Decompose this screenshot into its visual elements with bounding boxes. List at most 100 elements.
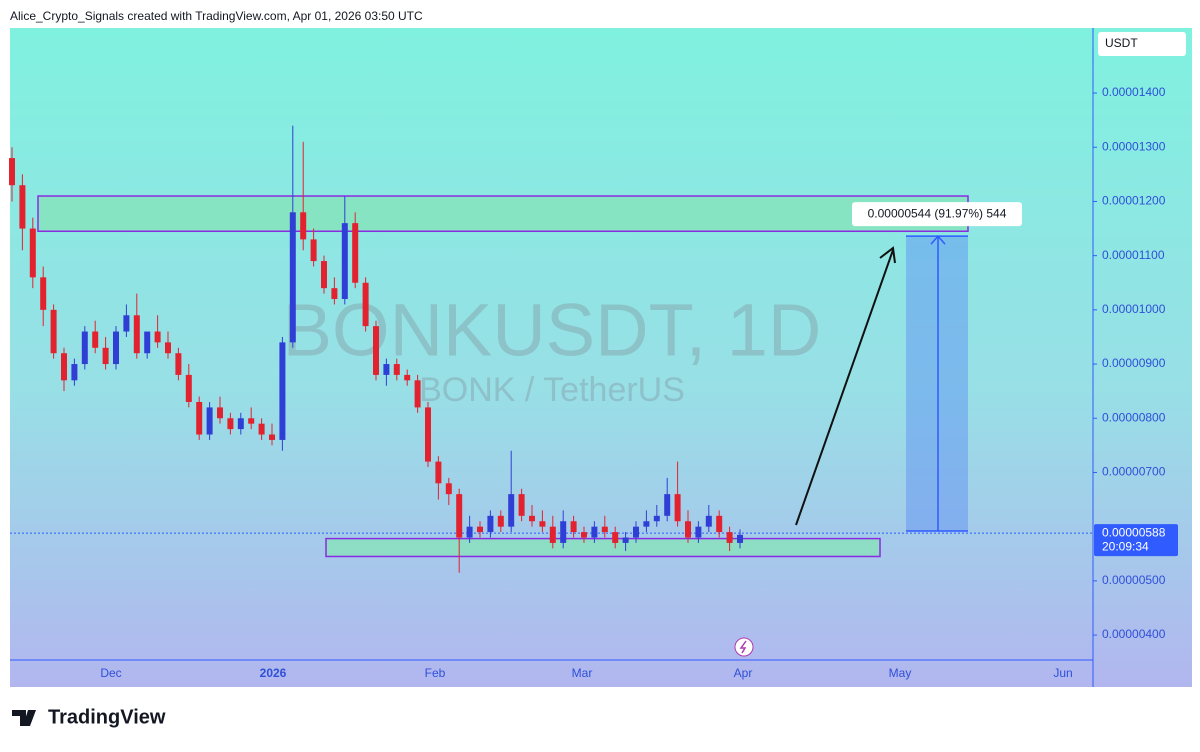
watermark-sub: BONK / TetherUS xyxy=(419,371,685,409)
footer: TradingView xyxy=(48,706,166,728)
x-tick-label: Mar xyxy=(572,666,593,680)
candle-body xyxy=(40,277,47,310)
candle-body xyxy=(497,515,504,527)
candle-body xyxy=(591,526,598,538)
candle-body xyxy=(674,494,681,522)
candle-body xyxy=(373,326,379,375)
candle-body xyxy=(508,494,515,527)
candle-body xyxy=(113,331,119,365)
candle-body xyxy=(185,374,192,402)
logo: TradingView xyxy=(12,706,166,728)
y-tick-label: 0.00001400 xyxy=(1102,85,1166,99)
candle-body xyxy=(456,494,463,538)
candle-body xyxy=(81,331,88,365)
candle-body xyxy=(362,282,369,327)
x-tick-label: Apr xyxy=(734,666,753,680)
candle-body xyxy=(144,331,151,354)
candle-body xyxy=(123,315,130,332)
candle-body xyxy=(217,407,223,419)
currency: USDT xyxy=(1105,36,1138,50)
candle-body xyxy=(414,380,421,408)
chart-background xyxy=(10,28,1192,687)
candle-body xyxy=(237,418,244,430)
candle-body xyxy=(695,526,702,538)
candle-body xyxy=(581,532,587,538)
x-tick-label: Jun xyxy=(1053,666,1072,680)
x-tick-label: Dec xyxy=(100,666,121,680)
candle-body xyxy=(154,331,161,343)
candle-body xyxy=(653,515,660,522)
candle-body xyxy=(321,261,327,289)
candle-body xyxy=(196,401,203,435)
candle-body xyxy=(664,494,671,516)
candle-body xyxy=(29,228,36,278)
y-tick-label: 0.00001000 xyxy=(1102,302,1166,316)
arrow xyxy=(795,246,896,526)
event-icon[interactable] xyxy=(734,637,754,657)
candle-body xyxy=(518,494,525,516)
candle-body xyxy=(102,347,109,365)
y-tick-label: 0.00000800 xyxy=(1102,410,1166,424)
candle-body xyxy=(643,521,650,527)
candle-body xyxy=(487,515,494,533)
candle-body xyxy=(19,185,26,229)
candle-body xyxy=(726,532,733,543)
x-tick-label: Feb xyxy=(425,666,446,680)
projection-label-box xyxy=(852,202,1022,227)
candle-body xyxy=(633,526,639,538)
candle-body xyxy=(539,521,546,527)
candle-body xyxy=(9,158,15,186)
candle-body xyxy=(560,521,567,543)
candle-body xyxy=(445,483,452,495)
last-price-label: 0.00000588 xyxy=(1102,525,1166,539)
candle-body xyxy=(71,364,78,381)
candle-body xyxy=(549,526,556,543)
y-tick-label: 0.00000400 xyxy=(1102,627,1166,641)
currency-box[interactable] xyxy=(1098,32,1186,56)
candle-body xyxy=(92,331,99,348)
x-tick-label: 2026 xyxy=(260,666,287,680)
candle-body xyxy=(404,374,411,381)
candle-body xyxy=(529,515,535,522)
y-tick-label: 0.00001200 xyxy=(1102,194,1166,208)
y-tick-label: 0.00000700 xyxy=(1102,465,1166,479)
candle-body xyxy=(61,353,67,381)
candle-body xyxy=(685,521,691,538)
watermark: BONKUSDT, 1D xyxy=(283,289,822,372)
candle-body xyxy=(310,239,317,262)
candle-body xyxy=(716,515,723,533)
candle-body xyxy=(175,353,182,375)
candle-body xyxy=(258,423,265,435)
candle-body xyxy=(206,407,213,435)
candle-body xyxy=(477,526,483,533)
x-tick-label: May xyxy=(889,666,912,680)
projection-box xyxy=(906,236,968,531)
candle-body xyxy=(289,212,296,343)
candle-body xyxy=(352,223,359,283)
candle-body xyxy=(227,418,234,430)
candle-body xyxy=(425,407,431,462)
projection-arrow xyxy=(930,234,946,531)
candle-body xyxy=(331,288,338,300)
candle-body xyxy=(612,532,619,543)
y-tick-label: 0.00000500 xyxy=(1102,573,1166,587)
candle-body xyxy=(248,418,255,424)
header: Alice_Crypto_Signals created with Tradin… xyxy=(10,9,423,23)
candle-body xyxy=(393,364,400,375)
candle-body xyxy=(601,526,608,533)
candle-body xyxy=(133,315,140,354)
candle-body xyxy=(737,534,743,543)
projection-label: 0.00000544 (91.97%) 544 xyxy=(868,206,1007,220)
event-bolt xyxy=(739,640,747,654)
zone xyxy=(325,537,881,558)
candle-body xyxy=(466,526,473,538)
candle-body xyxy=(279,342,286,440)
last-price-box xyxy=(1094,524,1178,557)
candle-body xyxy=(435,461,442,484)
candle-body xyxy=(622,537,629,543)
y-tick-label: 0.00001100 xyxy=(1102,248,1165,262)
candle-body xyxy=(383,364,390,375)
candle-body xyxy=(50,309,57,354)
candle-body xyxy=(269,434,275,440)
